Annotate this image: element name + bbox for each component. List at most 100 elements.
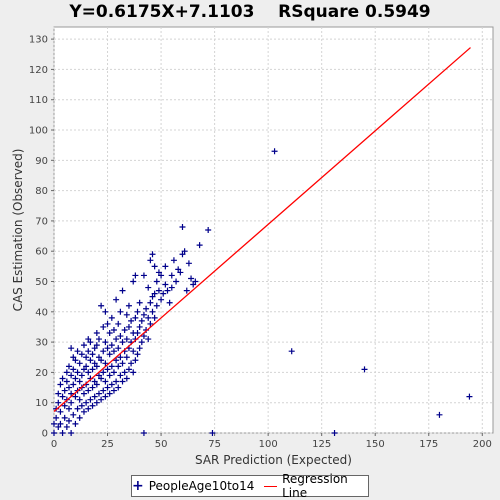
data-point [59, 393, 66, 400]
data-point [110, 348, 117, 355]
data-point [113, 378, 120, 385]
data-point [117, 308, 124, 315]
data-point [89, 384, 96, 391]
data-point [93, 330, 100, 337]
data-point [80, 366, 87, 373]
y-tick-label: 0 [42, 429, 48, 440]
data-point [192, 278, 199, 285]
data-point [89, 351, 96, 358]
data-point [100, 323, 107, 330]
data-point [70, 411, 77, 418]
data-point [145, 336, 152, 343]
data-point [95, 336, 102, 343]
data-point [177, 269, 184, 276]
data-point [91, 345, 98, 352]
data-point [119, 339, 126, 346]
data-point [151, 290, 158, 297]
data-point [65, 363, 72, 370]
data-point [188, 275, 195, 282]
data-point [100, 369, 107, 376]
x-axis-label: SAR Prediction (Expected) [195, 453, 352, 467]
data-point [95, 354, 102, 361]
data-point [72, 357, 79, 364]
data-point [85, 336, 92, 343]
data-point [72, 393, 79, 400]
data-point [160, 290, 167, 297]
data-point [76, 378, 83, 385]
data-point [80, 390, 87, 397]
data-point [130, 278, 137, 285]
x-tick-label: 200 [473, 439, 492, 450]
regression-line-layer [53, 47, 471, 412]
data-point [57, 408, 64, 415]
data-point [125, 302, 132, 309]
data-point [331, 430, 338, 436]
data-point [63, 378, 70, 385]
data-point [83, 399, 90, 406]
plus-marker-icon: + [132, 478, 144, 494]
data-point [85, 348, 92, 355]
data-point [89, 402, 96, 409]
data-point [57, 420, 64, 427]
data-point [175, 266, 182, 273]
data-points [51, 148, 473, 436]
data-point [158, 296, 165, 303]
grid-lines [53, 27, 493, 434]
data-point [63, 423, 70, 430]
data-point [162, 263, 169, 270]
data-point [68, 430, 75, 436]
data-point [115, 363, 122, 370]
data-point [179, 251, 186, 258]
data-point [68, 390, 75, 397]
data-point [65, 405, 72, 412]
data-point [102, 378, 109, 385]
data-point [132, 357, 139, 364]
data-point [140, 311, 147, 318]
data-point [119, 360, 126, 367]
data-point [164, 287, 171, 294]
data-point [76, 360, 83, 367]
data-point [95, 372, 102, 379]
data-point [136, 323, 143, 330]
data-point [132, 272, 139, 279]
data-point [57, 381, 64, 388]
data-point [106, 351, 113, 358]
data-point [166, 299, 173, 306]
data-point [95, 390, 102, 397]
data-point [113, 296, 120, 303]
data-point [143, 305, 150, 312]
data-point [78, 351, 85, 358]
x-tick-label: 175 [419, 439, 438, 450]
regression-line [53, 47, 471, 412]
x-tick-label: 75 [208, 439, 221, 450]
data-point [76, 414, 83, 421]
data-point [117, 333, 124, 340]
data-point [151, 263, 158, 270]
data-point [108, 363, 115, 370]
data-point [85, 387, 92, 394]
data-point [130, 369, 137, 376]
data-point [115, 345, 122, 352]
data-point [70, 366, 77, 373]
data-point [361, 366, 368, 373]
data-point [102, 308, 109, 315]
data-point [190, 281, 197, 288]
data-point [72, 375, 79, 382]
data-point [138, 339, 145, 346]
data-point [185, 260, 192, 267]
data-point [108, 342, 115, 349]
data-point [121, 369, 128, 376]
data-point [102, 339, 109, 346]
y-tick-label: 60 [35, 247, 48, 258]
data-point [104, 366, 111, 373]
data-point [138, 317, 145, 324]
data-point [168, 284, 175, 291]
data-point [80, 408, 87, 415]
data-point [117, 354, 124, 361]
data-point [140, 272, 147, 279]
y-tick-label: 30 [35, 338, 48, 349]
data-point [119, 378, 126, 385]
data-point [115, 384, 122, 391]
data-point [98, 302, 105, 309]
data-point [87, 396, 94, 403]
